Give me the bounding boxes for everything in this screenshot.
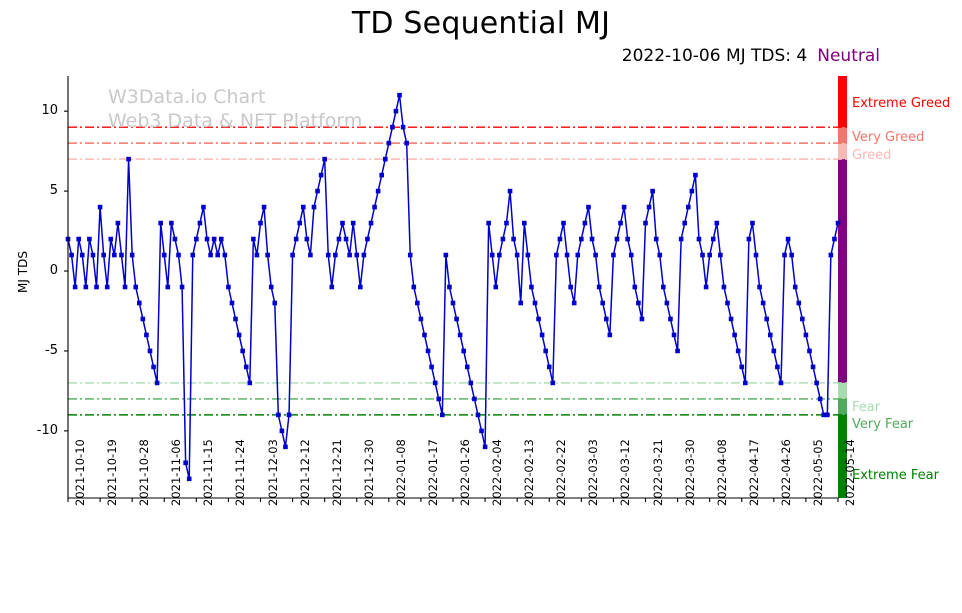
y-tick-label: 0 xyxy=(49,263,58,278)
x-tick-label: 2022-02-04 xyxy=(490,439,505,506)
x-tick-label: 2022-03-12 xyxy=(618,439,633,506)
x-tick-label: 2022-04-26 xyxy=(778,439,793,506)
zone-label-very-fear: Very Fear xyxy=(852,417,914,432)
x-tick-label: 2022-01-08 xyxy=(393,439,408,506)
zone-label-extreme-greed: Extreme Greed xyxy=(852,96,951,111)
status-badge: Neutral xyxy=(817,46,880,66)
x-tick-label: 2022-01-17 xyxy=(425,439,440,506)
page-title: TD Sequential MJ xyxy=(351,6,611,41)
y-tick-label: -5 xyxy=(45,342,58,358)
zone-label-extreme-fear: Extreme Fear xyxy=(852,468,939,483)
y-tick-label: -10 xyxy=(36,422,58,438)
watermark-line-2: Web3 Data & NFT Platform xyxy=(108,110,363,132)
x-tick-label: 2021-12-30 xyxy=(361,439,376,506)
x-tick-label: 2021-11-06 xyxy=(169,439,184,506)
x-tick-label: 2021-12-12 xyxy=(297,439,312,506)
colorbar-band-extreme-greed xyxy=(838,76,847,128)
x-tick-label: 2022-02-22 xyxy=(554,439,569,506)
x-tick-label: 2021-12-21 xyxy=(329,439,344,506)
subtitle-row: 2022-10-06 MJ TDS: 4 Neutral xyxy=(0,46,880,66)
x-tick-label: 2022-03-30 xyxy=(682,439,697,506)
zone-label-fear: Fear xyxy=(852,400,881,415)
watermark-line-1: W3Data.io Chart xyxy=(108,86,266,108)
y-tick-label: 10 xyxy=(41,103,58,119)
zone-label-greed: Greed xyxy=(852,148,892,163)
x-tick-label: 2021-10-10 xyxy=(73,439,87,506)
x-tick-label: 2021-10-19 xyxy=(105,439,120,506)
y-tick-label: 5 xyxy=(49,183,58,199)
series-markers xyxy=(65,92,841,482)
x-tick-label: 2021-12-03 xyxy=(265,439,280,506)
x-tick-label: 2022-05-05 xyxy=(810,439,825,506)
colorbar-band-very-fear xyxy=(838,398,847,415)
zone-label-very-greed: Very Greed xyxy=(852,130,925,145)
colorbar-band-extreme-fear xyxy=(838,414,847,498)
x-tick-label: 2022-02-13 xyxy=(522,439,537,506)
x-tick-label: 2022-01-26 xyxy=(458,439,472,506)
colorbar-band-neutral xyxy=(838,159,847,383)
x-tick-label: 2021-10-28 xyxy=(137,439,152,506)
x-tick-label: 2022-03-21 xyxy=(650,439,665,506)
x-tick-label: 2022-04-17 xyxy=(746,439,761,506)
x-tick-label: 2021-11-15 xyxy=(201,439,216,506)
colorbar-band-fear xyxy=(838,382,847,399)
x-tick-label: 2021-11-24 xyxy=(233,439,248,506)
x-tick-label: 2022-04-08 xyxy=(714,439,729,506)
subtitle-text: 2022-10-06 MJ TDS: 4 xyxy=(621,46,808,66)
colorbar-band-very-greed xyxy=(838,127,847,144)
colorbar-band-greed xyxy=(838,143,847,160)
x-tick-label: 2022-03-03 xyxy=(586,439,601,506)
